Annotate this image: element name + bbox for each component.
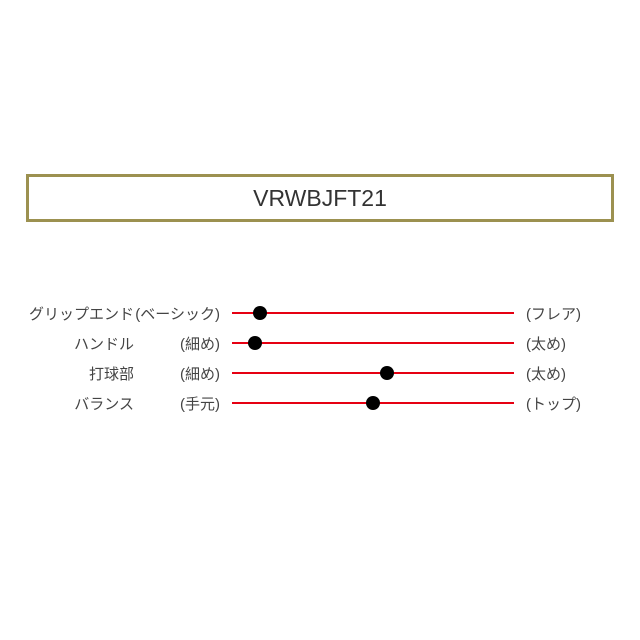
spec-label: グリップエンド [26, 303, 134, 324]
slider-dot [248, 336, 262, 350]
slider-dot [253, 306, 267, 320]
spec-slider [232, 388, 514, 418]
title-box: VRWBJFT21 [26, 174, 614, 222]
spec-row: 打球部(細め) (太め) [26, 358, 614, 388]
spec-left-label: (ベーシック) [134, 303, 220, 324]
slider-dot [366, 396, 380, 410]
spec-left-label: (細め) [134, 363, 220, 384]
spec-right-label: (トップ) [526, 393, 596, 414]
slider-line [232, 312, 514, 314]
spec-row: バランス(手元) (トップ) [26, 388, 614, 418]
spec-row: ハンドル(細め) (太め) [26, 328, 614, 358]
slider-dot [380, 366, 394, 380]
slider-line [232, 342, 514, 344]
spec-right-label: (太め) [526, 363, 596, 384]
specs-area: グリップエンド(ベーシック) (フレア) ハンドル(細め) (太め) 打球部(細め) (太… [26, 298, 614, 418]
spec-slider [232, 298, 514, 328]
spec-label: ハンドル [26, 333, 134, 354]
spec-right-label: (フレア) [526, 303, 596, 324]
spec-left-label: (細め) [134, 333, 220, 354]
spec-row: グリップエンド(ベーシック) (フレア) [26, 298, 614, 328]
spec-slider [232, 328, 514, 358]
spec-slider [232, 358, 514, 388]
slider-line [232, 372, 514, 374]
spec-left-label: (手元) [134, 393, 220, 414]
spec-right-label: (太め) [526, 333, 596, 354]
title-text: VRWBJFT21 [253, 185, 387, 212]
spec-label: 打球部 [26, 363, 134, 384]
spec-label: バランス [26, 393, 134, 414]
